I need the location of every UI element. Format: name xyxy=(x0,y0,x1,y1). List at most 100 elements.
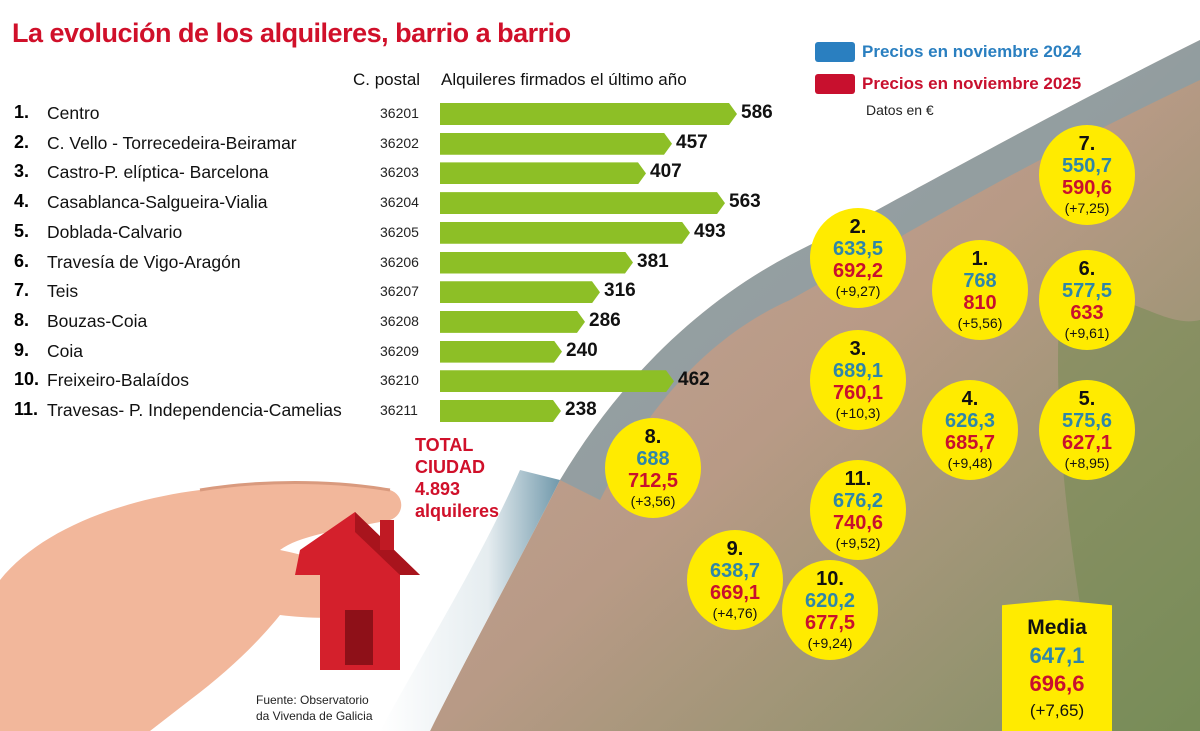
price-change: (+5,56) xyxy=(957,315,1003,331)
price-circle: 11. 676,2 740,6 (+9,52) xyxy=(810,460,906,560)
price-2025: 692,2 xyxy=(832,260,884,282)
bar-row: 10. Freixeiro-Balaídos 36210 462 xyxy=(0,366,800,396)
price-2024: 626,3 xyxy=(944,410,996,432)
price-2024: 575,6 xyxy=(1061,410,1113,432)
rank-label: 1. xyxy=(14,102,30,122)
average-label: Media xyxy=(1027,616,1087,639)
circle-rank: 6. xyxy=(1078,258,1096,280)
bar-value-label: 563 xyxy=(729,191,761,213)
source-line: da Vivenda de Galicia xyxy=(256,709,373,723)
price-change: (+9,24) xyxy=(807,635,853,651)
neighborhood-name: Castro-P. elíptica- Barcelona xyxy=(47,162,269,183)
circle-rank: 10. xyxy=(816,568,844,590)
price-2025: 712,5 xyxy=(627,470,679,492)
circle-rank: 3. xyxy=(849,338,867,360)
hand-holding-house-illustration xyxy=(0,481,420,731)
bar xyxy=(440,133,672,155)
price-circle: 5. 575,6 627,1 (+8,95) xyxy=(1039,380,1135,480)
circle-rank: 11. xyxy=(844,468,872,490)
neighborhood-name: Bouzas-Coia xyxy=(47,310,148,331)
bar-row: 5. Doblada-Calvario 36205 493 xyxy=(0,218,800,248)
price-2025: 669,1 xyxy=(709,582,761,604)
bar xyxy=(440,192,725,214)
rank-label: 6. xyxy=(14,250,30,271)
bar xyxy=(440,103,737,125)
price-2024: 768 xyxy=(963,270,997,292)
average-change: (+7,65) xyxy=(1029,701,1085,720)
price-change: (+10,3) xyxy=(835,405,881,421)
rank-label: 3. xyxy=(14,161,30,182)
neighborhood-name: Centro xyxy=(47,103,100,123)
bar xyxy=(440,341,562,363)
postal-code: 36207 xyxy=(380,283,419,300)
source-note: Fuente: Observatorio da Vivenda de Galic… xyxy=(256,692,373,724)
circle-rank: 9. xyxy=(726,538,744,560)
rank-label: 11. xyxy=(14,399,39,419)
price-2025: 685,7 xyxy=(944,432,996,454)
bar xyxy=(440,311,585,333)
circle-rank: 8. xyxy=(644,426,662,448)
price-circle: 6. 577,5 633 (+9,61) xyxy=(1039,250,1135,350)
price-2025: 810 xyxy=(963,292,997,314)
bar-row: 9. Coia 36209 240 xyxy=(0,337,800,367)
bar-value-label: 381 xyxy=(637,250,669,272)
bar-value-label: 407 xyxy=(650,161,682,183)
bar xyxy=(440,400,561,422)
average-box: Media 647,1 696,6 (+7,65) xyxy=(1002,600,1112,731)
rank-label: 10. xyxy=(14,369,40,390)
total-line: alquileres xyxy=(415,501,500,521)
total-line: TOTAL xyxy=(415,435,474,455)
price-2025: 740,6 xyxy=(832,512,884,534)
total-line: CIUDAD xyxy=(415,457,485,477)
postal-header: C. postal xyxy=(353,70,421,89)
circle-rank: 1. xyxy=(971,248,989,270)
legend-swatch-2024 xyxy=(815,42,855,62)
circle-rank: 5. xyxy=(1078,388,1096,410)
bar xyxy=(440,162,646,184)
price-2024: 633,5 xyxy=(832,238,884,260)
rank-label: 4. xyxy=(14,191,30,212)
price-change: (+7,25) xyxy=(1064,200,1110,216)
price-2025: 677,5 xyxy=(804,612,856,634)
bar xyxy=(440,222,690,244)
bar-row: 2. C. Vello - Torrecedeira-Beiramar 3620… xyxy=(0,129,800,159)
rank-label: 8. xyxy=(14,309,30,330)
bar xyxy=(440,370,674,392)
bar-row: 8. Bouzas-Coia 36208 286 xyxy=(0,307,800,337)
price-change: (+9,48) xyxy=(947,455,993,471)
neighborhood-name: Travesas- P. Independencia-Camelias xyxy=(47,400,342,420)
bar-row: 4. Casablanca-Salgueira-Vialia 36204 563 xyxy=(0,188,800,218)
postal-code: 36209 xyxy=(380,342,419,359)
price-change: (+8,95) xyxy=(1064,455,1110,471)
average-2024: 647,1 xyxy=(1029,643,1085,668)
price-change: (+9,52) xyxy=(835,535,881,551)
price-circle: 4. 626,3 685,7 (+9,48) xyxy=(922,380,1018,480)
price-2025: 627,1 xyxy=(1061,432,1113,454)
circle-rank: 7. xyxy=(1078,133,1096,155)
total-label: TOTAL CIUDAD 4.893 alquileres xyxy=(415,434,499,522)
price-change: (+9,27) xyxy=(835,283,881,299)
neighborhood-name: Casablanca-Salgueira-Vialia xyxy=(47,192,268,213)
legend-label-2025: Precios en noviembre 2025 xyxy=(862,74,1082,93)
bar-value-label: 316 xyxy=(604,280,636,302)
bar-value-label: 238 xyxy=(565,399,597,420)
bar-row: 11. Travesas- P. Independencia-Camelias … xyxy=(0,396,800,426)
page-title: La evolución de los alquileres, barrio a… xyxy=(12,18,571,48)
bar-row: 3. Castro-P. elíptica- Barcelona 36203 4… xyxy=(0,158,800,188)
price-2024: 550,7 xyxy=(1061,155,1113,177)
rank-label: 5. xyxy=(14,220,30,241)
postal-code: 36202 xyxy=(380,134,419,151)
source-line: Fuente: Observatorio xyxy=(256,693,369,707)
neighborhood-name: Freixeiro-Balaídos xyxy=(47,370,189,391)
bars-header: Alquileres firmados el último año xyxy=(441,70,687,89)
postal-code: 36208 xyxy=(380,312,419,329)
price-circle: 7. 550,7 590,6 (+7,25) xyxy=(1039,125,1135,225)
postal-code: 36203 xyxy=(380,164,419,181)
legend-swatch-2025 xyxy=(815,74,855,94)
circle-rank: 4. xyxy=(961,388,979,410)
bar-value-label: 240 xyxy=(566,339,598,361)
price-2024: 620,2 xyxy=(804,590,856,612)
price-circle: 9. 638,7 669,1 (+4,76) xyxy=(687,530,783,630)
postal-code: 36204 xyxy=(380,194,419,211)
bar-value-label: 462 xyxy=(678,369,710,391)
